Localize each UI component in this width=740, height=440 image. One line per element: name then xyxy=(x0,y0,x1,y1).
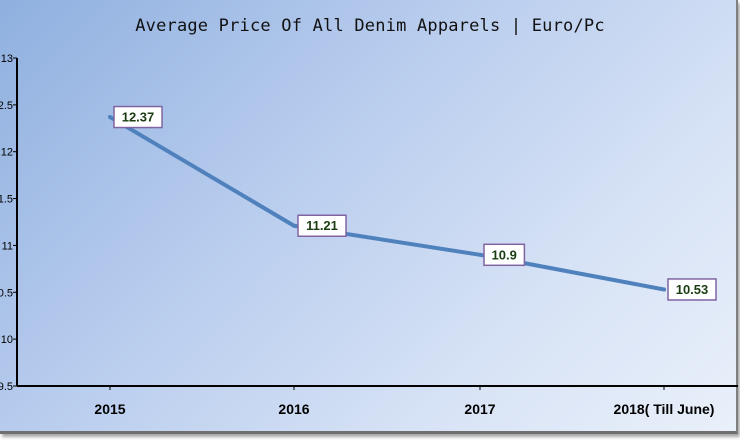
chart-marks: 12.37 11.21 10.9 10.53 xyxy=(108,105,717,301)
data-point xyxy=(292,223,296,228)
data-point xyxy=(108,115,112,120)
y-tick-label: 12.5 xyxy=(0,100,13,112)
data-label: 10.9 xyxy=(492,247,517,262)
y-tick-label: 10.5 xyxy=(0,287,13,299)
data-label: 12.37 xyxy=(122,110,155,125)
series-line xyxy=(108,115,666,292)
axes: 13 12.5 12 11.5 11 10.5 10 9.5 2015 2016 2017 2018(… xyxy=(0,53,738,417)
x-tick-label: 2018( Till June) xyxy=(614,401,715,417)
y-tick-label: 11 xyxy=(2,240,13,252)
x-tick-label: 2015 xyxy=(94,401,125,417)
x-tick-label: 2016 xyxy=(278,401,309,417)
data-point xyxy=(662,287,666,292)
data-label: 10.53 xyxy=(676,282,709,297)
y-tick-label: 11.5 xyxy=(0,194,13,206)
data-label-box xyxy=(667,278,717,301)
data-label-box xyxy=(483,243,526,267)
y-tick-label: 13 xyxy=(1,53,13,65)
data-label: 11.21 xyxy=(306,218,338,233)
y-tick-label: 9.5 xyxy=(0,381,13,393)
data-label-box xyxy=(113,105,163,129)
y-tick-label: 12 xyxy=(1,147,13,159)
chart-title: Average Price Of All Denim Apparels | Eu… xyxy=(135,16,605,36)
data-label-box xyxy=(297,214,347,237)
y-tick-label: 10 xyxy=(1,334,13,346)
x-tick-label: 2017 xyxy=(464,401,495,417)
data-point xyxy=(478,252,482,257)
